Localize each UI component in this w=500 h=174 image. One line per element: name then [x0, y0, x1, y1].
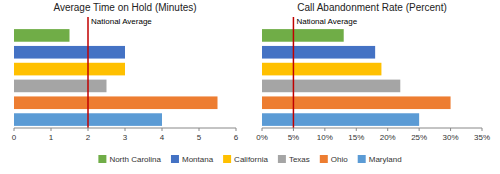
bar [262, 113, 419, 126]
x-tick [14, 128, 15, 131]
bar [262, 29, 344, 42]
bar [14, 46, 125, 59]
x-tick [51, 128, 52, 131]
x-tick-label: 20% [380, 133, 396, 142]
x-tick [324, 128, 325, 131]
legend-entry: Montana [182, 155, 214, 164]
x-tick [125, 128, 126, 131]
legend-entry: Texas [289, 155, 310, 164]
legend-entry: Ohio [331, 155, 348, 164]
x-tick [387, 128, 388, 131]
bar [14, 80, 107, 93]
chart: Average Time on Hold (Minutes) National A… [0, 0, 500, 174]
bar [262, 96, 451, 109]
legend-swatch [171, 155, 179, 163]
legend-entry: Maryland [369, 155, 402, 164]
x-tick-label: 5 [197, 133, 202, 142]
bar [262, 46, 375, 59]
bars [262, 17, 451, 128]
x-tick-label: 1 [49, 133, 54, 142]
legend-entry: North Carolina [109, 155, 161, 164]
reference-line [87, 17, 89, 128]
reference-line [293, 17, 295, 128]
x-tick [419, 128, 420, 131]
x-tick [450, 128, 451, 131]
legend-swatch [98, 155, 106, 163]
x-tick [162, 128, 163, 131]
bars [14, 17, 218, 128]
x-tick-label: 4 [160, 133, 165, 142]
x-tick-label: 15% [348, 133, 364, 142]
x-tick [356, 128, 357, 131]
x-tick-label: 25% [411, 133, 427, 142]
title: Call Abandonment Rate (Percent) [297, 2, 447, 13]
legend-swatch [358, 155, 366, 163]
x-axis [262, 128, 482, 129]
legend-swatch [223, 155, 231, 163]
x-tick-label: 35% [474, 133, 490, 142]
x-tick-label: 0 [12, 133, 17, 142]
x-tick-label: 5% [288, 133, 300, 142]
legend-swatch [278, 155, 286, 163]
x-tick [262, 128, 263, 131]
title: Average Time on Hold (Minutes) [53, 2, 196, 13]
x-tick [236, 128, 237, 131]
x-tick-label: 3 [123, 133, 128, 142]
bar [14, 96, 218, 109]
x-tick [293, 128, 294, 131]
x-tick-label: 10% [317, 133, 333, 142]
x-tick-label: 6 [234, 133, 239, 142]
legend: North Carolina Montana California Texas Ohio… [98, 155, 401, 164]
bar [14, 29, 70, 42]
legend-entry: California [234, 155, 268, 164]
bar [14, 63, 125, 76]
x-tick [88, 128, 89, 131]
x-tick [482, 128, 483, 131]
bar [262, 80, 400, 93]
annotation: National Average [91, 17, 152, 26]
x-tick-label: 0% [256, 133, 268, 142]
bar [262, 63, 381, 76]
x-tick-label: 30% [443, 133, 459, 142]
x-tick [199, 128, 200, 131]
legend-swatch [320, 155, 328, 163]
x-tick-label: 2 [86, 133, 91, 142]
annotation: National Average [296, 17, 357, 26]
